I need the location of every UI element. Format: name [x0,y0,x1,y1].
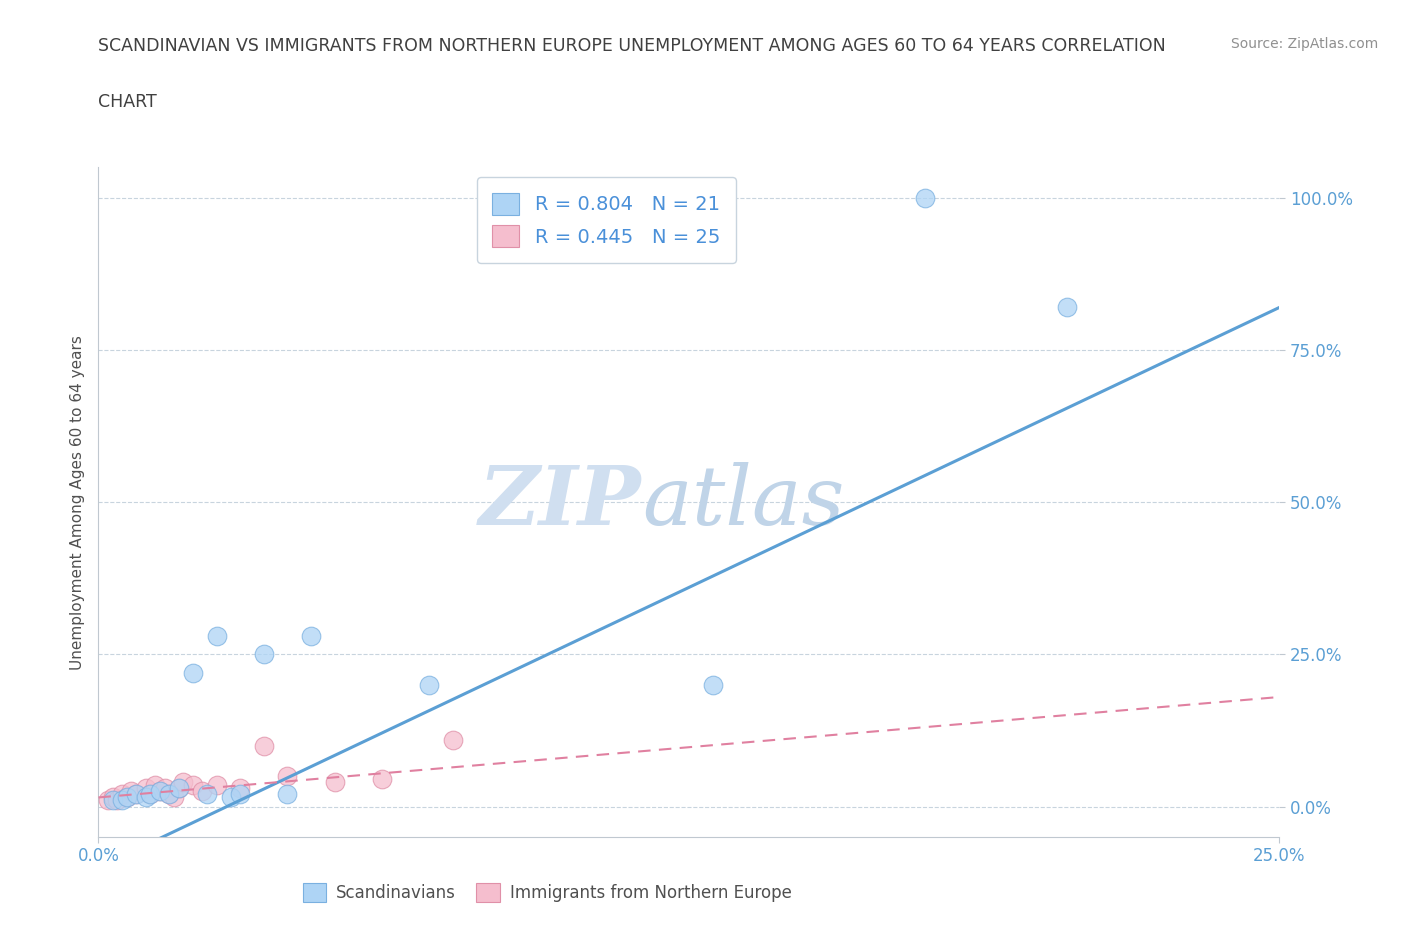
Point [149,784,172,799]
Point [157,787,180,802]
Text: SCANDINAVIAN VS IMMIGRANTS FROM NORTHERN EUROPE UNEMPLOYMENT AMONG AGES 60 TO 64: SCANDINAVIAN VS IMMIGRANTS FROM NORTHERN… [98,37,1166,55]
Legend: Scandinavians, Immigrants from Northern Europe: Scandinavians, Immigrants from Northern … [297,876,799,909]
Point [111,793,134,808]
Text: atlas: atlas [641,462,844,542]
Point [139,787,162,802]
Text: ZIP: ZIP [479,462,641,542]
Point [418,677,440,692]
Point [702,677,724,692]
Point [139,787,162,802]
Point [181,665,204,680]
Point [167,781,190,796]
Point [1056,300,1078,315]
Point [167,781,190,796]
Point [181,777,204,792]
Point [125,787,148,802]
Point [253,738,276,753]
Point [276,769,298,784]
Point [135,781,157,796]
Point [253,647,276,662]
Point [371,772,394,787]
Point [299,629,322,644]
Point [105,793,128,808]
Text: Source: ZipAtlas.com: Source: ZipAtlas.com [1230,37,1378,51]
Point [914,191,936,206]
Point [143,777,166,792]
Point [191,784,214,799]
Point [205,629,228,644]
Y-axis label: Unemployment Among Ages 60 to 64 years: Unemployment Among Ages 60 to 64 years [69,335,84,670]
Point [115,790,138,804]
Point [195,787,218,802]
Point [172,775,194,790]
Point [157,787,180,802]
Point [323,775,346,790]
Point [219,790,242,804]
Point [125,787,148,802]
Point [276,787,298,802]
Point [101,793,124,808]
Point [115,790,138,804]
Point [229,787,252,802]
Point [135,790,157,804]
Point [121,784,143,799]
Point [101,790,124,804]
Point [149,784,172,799]
Point [97,793,120,808]
Point [229,781,252,796]
Text: CHART: CHART [98,93,157,111]
Point [441,732,464,747]
Point [153,781,176,796]
Point [111,787,134,802]
Point [163,790,186,804]
Point [205,777,228,792]
